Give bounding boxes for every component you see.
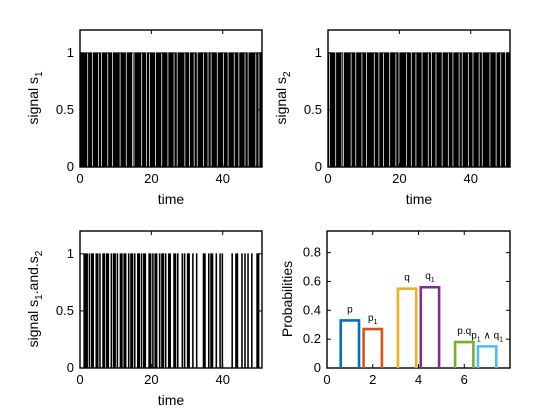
bar-label: p.q — [457, 326, 471, 337]
x-tick-label: 20 — [144, 171, 158, 186]
signal-line — [80, 52, 262, 168]
y-axis-label: Probabilities — [279, 261, 295, 337]
x-tick-label: 4 — [415, 372, 422, 387]
ticks: 0 20 40 0 0.5 1 — [56, 231, 262, 387]
bar — [476, 345, 498, 368]
y-tick-label: 0.5 — [56, 102, 74, 117]
y-tick-label: 1 — [315, 45, 322, 60]
x-tick-label: 40 — [216, 171, 230, 186]
x-tick-label: 0 — [76, 171, 83, 186]
y-tick-label: 0.4 — [303, 302, 321, 317]
bar-label: p — [347, 304, 353, 315]
x-tick-label: 6 — [461, 372, 468, 387]
bar-label: q — [404, 273, 410, 284]
bar — [453, 340, 475, 368]
x-tick-label: 0 — [323, 372, 330, 387]
x-tick-label: 40 — [216, 372, 230, 387]
y-axis-label: signal s1.and.s2 — [25, 250, 45, 347]
x-tick-label: 0 — [76, 372, 83, 387]
x-tick-label: 20 — [144, 372, 158, 387]
y-axis-label: signal s2 — [273, 71, 293, 124]
signal-line — [328, 52, 510, 168]
y-axis-label: signal s1 — [25, 71, 45, 124]
bar — [419, 285, 441, 368]
bar — [362, 327, 384, 368]
signal-line — [80, 253, 262, 369]
panel-probabilities: 0 2 4 6 0 0.2 0.4 0.6 0.8 p p1 q q1 p.q p1 ∧ q1 Proba… — [279, 230, 511, 387]
y-tick-label: 0 — [314, 360, 321, 375]
y-tick-label: 0.6 — [303, 273, 321, 288]
bar-label: p1 — [368, 313, 378, 326]
ticks: 0 2 4 6 0 0.2 0.4 0.6 0.8 — [303, 231, 510, 387]
bar — [396, 287, 418, 368]
y-tick-label: 0.2 — [303, 331, 321, 346]
panel-signal-s2: 0 20 40 0 0.5 1 time signal s2 — [273, 29, 511, 207]
x-axis-label: time — [158, 392, 185, 408]
y-tick-label: 0 — [67, 159, 74, 174]
bar — [339, 319, 361, 368]
bars: p p1 q q1 p.q p1 ∧ q1 — [339, 271, 503, 368]
x-tick-label: 20 — [392, 171, 406, 186]
x-tick-label: 2 — [369, 372, 376, 387]
bar-label: q1 — [425, 271, 435, 284]
x-tick-label: 40 — [464, 171, 478, 186]
y-tick-label: 0.5 — [304, 102, 322, 117]
x-axis-label: time — [158, 191, 185, 207]
x-axis-label: time — [406, 191, 433, 207]
panel-signal-s1: 0 20 40 0 0.5 1 time signal s1 — [25, 29, 263, 207]
bar-label: p1 ∧ q1 — [471, 330, 503, 343]
panel-signal-s1-and-s2: 0 20 40 0 0.5 1 time signal s1.and.s2 — [25, 230, 263, 408]
y-tick-label: 1 — [67, 246, 74, 261]
y-tick-label: 1 — [67, 45, 74, 60]
y-tick-label: 0 — [67, 360, 74, 375]
y-tick-label: 0 — [315, 159, 322, 174]
x-tick-label: 0 — [324, 171, 331, 186]
y-tick-label: 0.5 — [56, 303, 74, 318]
y-tick-label: 0.8 — [303, 245, 321, 260]
